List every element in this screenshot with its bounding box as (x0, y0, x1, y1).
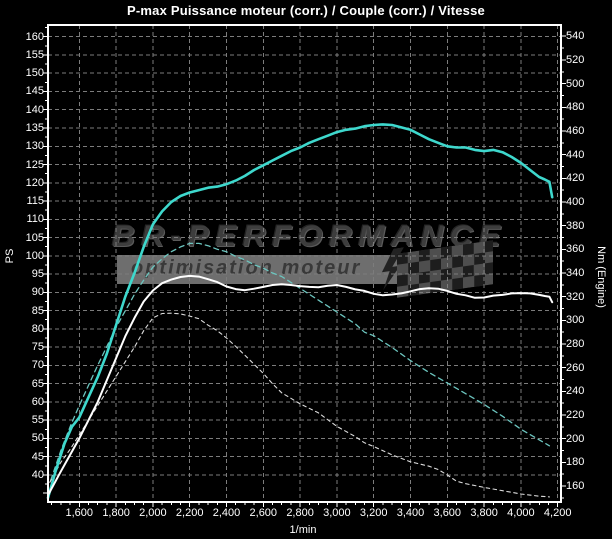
y-right-tick-label: 220 (566, 409, 585, 421)
white-dashed-curve (49, 312, 550, 498)
y-left-tick-label: 135 (25, 121, 44, 134)
y-left-tick-label: 60 (31, 395, 44, 408)
x-tick-label: 1,800 (102, 507, 130, 519)
y-right-tick-label: 280 (566, 337, 585, 350)
y-left-tick-label: 70 (31, 359, 44, 372)
y-right-tick-label: 520 (566, 53, 585, 66)
y-right-tick-label: 440 (566, 148, 585, 161)
x-tick-label: 4,200 (543, 507, 572, 519)
y-right-tick-label: 400 (566, 195, 585, 208)
x-tick-label: 3,400 (396, 507, 425, 519)
y-left-tick-label: 110 (26, 213, 44, 226)
y-right-tick-label: 260 (566, 361, 585, 374)
y-right-tick-label: 240 (566, 385, 585, 398)
x-tick-label: 3,000 (323, 507, 351, 519)
x-tick-label: 2,000 (139, 507, 167, 519)
y-right-tick-label: 200 (566, 432, 585, 445)
y-left-tick-label: 155 (25, 48, 44, 61)
y-left-tick-label: 90 (31, 286, 44, 299)
y-right-tick-label: 360 (566, 243, 585, 256)
x-axis-label: 1/min (289, 524, 317, 536)
y-left-tick-label: 55 (31, 414, 44, 427)
y-left-tick-label: 150 (25, 67, 44, 80)
y-left-tick-label: 145 (25, 85, 44, 98)
y-left-tick-label: 75 (31, 341, 44, 354)
y-right-tick-label: 420 (566, 172, 585, 185)
y-right-tick-label: 540 (566, 30, 585, 43)
x-tick-label: 3,600 (433, 507, 462, 519)
y-left-tick-label: 115 (26, 195, 44, 208)
x-tick-label: 2,800 (286, 507, 314, 519)
y-right-tick-label: 480 (566, 101, 585, 114)
y-left-tick-label: 65 (31, 377, 44, 390)
y-right-tick-label: 160 (566, 480, 585, 493)
y-right-tick-label: 340 (566, 266, 585, 279)
y-left-tick-label: 160 (25, 30, 44, 43)
y-left-tick-label: 95 (31, 268, 44, 281)
x-tick-label: 1,600 (65, 507, 94, 519)
y-left-tick-label: 50 (31, 432, 44, 445)
y-left-tick-label: 100 (25, 249, 44, 262)
y-right-tick-label: 300 (566, 314, 585, 327)
y-axis-left-label: PS (4, 248, 16, 264)
y-right-tick-label: 500 (566, 77, 585, 90)
x-tick-label: 3,800 (470, 507, 498, 519)
y-left-tick-label: 45 (31, 450, 44, 463)
x-tick-label: 3,200 (359, 507, 388, 519)
y-right-tick-label: 380 (566, 219, 585, 232)
x-tick-label: 2,600 (249, 507, 278, 519)
cyan-dashed-curve (50, 242, 551, 481)
white-solid-curve (47, 274, 554, 497)
gridlines (48, 25, 561, 502)
y-axis-right-label: Nm (Engine) (595, 246, 607, 308)
y-right-tick-label: 320 (566, 290, 585, 303)
y-left-tick-label: 80 (31, 322, 44, 335)
y-left-tick-label: 120 (25, 176, 44, 189)
brand-watermark-bar: optimisation moteur (117, 240, 493, 298)
x-tick-label: 2,200 (175, 507, 204, 519)
brand-watermark-tagline: optimisation moteur (131, 257, 362, 279)
cyan-solid-curve (46, 123, 554, 500)
plot-frame (43, 24, 566, 507)
y-right-tick-label: 180 (566, 456, 585, 469)
y-left-tick-label: 40 (31, 468, 44, 481)
y-right-tick-label: 460 (566, 124, 585, 137)
x-tick-label: 4,000 (507, 507, 535, 519)
x-tick-label: 2,400 (212, 507, 241, 519)
chart-title: P-max Puissance moteur (corr.) / Couple … (127, 3, 485, 18)
y-left-tick-label: 125 (25, 158, 44, 171)
y-left-tick-label: 140 (25, 103, 44, 116)
y-left-tick-label: 105 (25, 231, 44, 244)
y-left-tick-label: 85 (31, 304, 44, 317)
y-left-tick-label: 130 (25, 140, 44, 153)
curves (46, 123, 554, 500)
